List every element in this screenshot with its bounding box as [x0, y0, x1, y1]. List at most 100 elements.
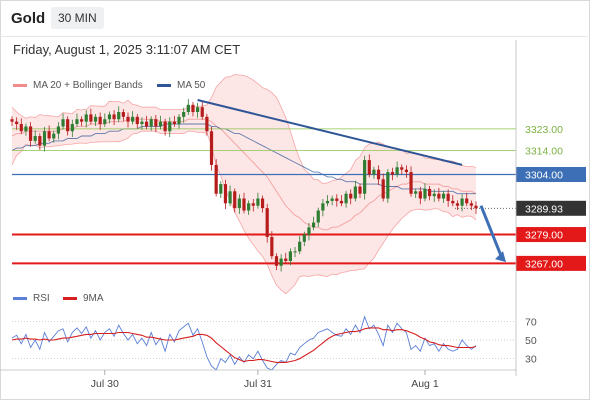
downtrend-line: [197, 99, 463, 166]
candle-body: [223, 184, 228, 204]
candle-body: [98, 116, 102, 125]
candle-body: [423, 188, 427, 199]
candle-body: [131, 116, 135, 122]
rsi-tick-label: 50: [525, 335, 537, 347]
candle-body: [52, 133, 56, 139]
datetime-label: Friday, August 1, 2025 3:11:07 AM CET: [13, 42, 241, 57]
candle-body: [228, 191, 232, 204]
candle-body: [61, 119, 65, 127]
candle-body: [107, 114, 112, 120]
candle-body: [404, 169, 408, 173]
candle-body: [144, 121, 149, 127]
rsi-legend: RSI: [13, 293, 50, 304]
candle-body: [469, 203, 473, 206]
candle-body: [140, 121, 144, 125]
candle-body: [84, 114, 88, 122]
candle-body: [293, 251, 297, 253]
candle-body: [451, 200, 455, 204]
rsi-legend-label: RSI: [33, 293, 50, 304]
bollinger-lower-line: [11, 130, 477, 295]
candle-body: [209, 131, 214, 165]
candle-body: [158, 121, 163, 127]
rsi-tick-label: 70: [525, 316, 537, 328]
candle-body: [182, 112, 186, 117]
candle-body: [247, 203, 251, 211]
candle-body: [455, 203, 460, 206]
candle-body: [265, 208, 269, 237]
candle-body: [200, 107, 204, 117]
price-level-tag: [516, 166, 586, 182]
rsi-ma-legend: 9MA: [63, 293, 104, 304]
candle-body: [242, 198, 246, 211]
candle-body: [335, 198, 339, 201]
price-level-label: 3304.00: [525, 169, 563, 181]
candle-body: [316, 210, 320, 223]
candle-body: [38, 136, 42, 146]
timeframe-button[interactable]: 30 MIN: [51, 7, 104, 29]
candle-body: [103, 119, 107, 125]
candle-body: [191, 104, 195, 113]
ma20-line: [11, 118, 477, 231]
price-level-label: 3267.00: [525, 258, 563, 270]
ma20-swatch: [13, 83, 27, 87]
candle-body: [186, 104, 190, 113]
x-tick-label: Jul 31: [244, 378, 272, 390]
candle-body: [205, 116, 209, 132]
bollinger-band-fill: [12, 74, 476, 294]
candle-body: [15, 121, 19, 125]
candle-body: [298, 241, 302, 252]
candle-body: [149, 119, 153, 127]
rsi-ma-swatch: [63, 296, 77, 300]
candle-body: [339, 200, 344, 204]
candle-body: [330, 198, 334, 201]
candle-body: [33, 136, 37, 141]
candle-body: [270, 236, 274, 257]
candle-body: [117, 112, 121, 120]
candle-body: [256, 198, 260, 206]
chart-header: Gold 30 MIN: [0, 0, 588, 37]
candle-body: [24, 126, 28, 132]
price-level-tag: [516, 227, 586, 243]
candle-body: [135, 116, 139, 125]
candle-body: [93, 116, 98, 122]
candle-body: [279, 258, 283, 266]
candle-body: [432, 193, 436, 197]
rsi-tick-label: 30: [525, 354, 537, 366]
candle-body: [126, 116, 130, 122]
candle-body: [214, 164, 218, 194]
candle-body: [446, 193, 450, 201]
price-level-label: 3323.00: [525, 124, 563, 136]
price-legend-ma20: MA 20 + Bollinger Bands: [13, 80, 143, 91]
candle-body: [349, 193, 353, 199]
candle-body: [19, 124, 23, 132]
candle-body: [237, 198, 241, 209]
candle-body: [390, 172, 395, 175]
candle-body: [381, 179, 385, 199]
candle-body: [409, 172, 413, 194]
price-level-label: 3279.00: [525, 230, 563, 242]
candle-body: [168, 121, 172, 132]
candle-body: [367, 160, 371, 175]
candle-body: [307, 227, 311, 235]
price-level-tag: [516, 255, 586, 271]
candle-body: [70, 124, 74, 132]
ma50-swatch: [157, 83, 171, 87]
candle-body: [80, 119, 84, 122]
candle-body: [47, 131, 51, 139]
candle-body: [219, 184, 223, 194]
candle-body: [376, 169, 381, 180]
candle-body: [428, 188, 432, 197]
candle-body: [288, 251, 292, 261]
rsi-ma-legend-label: 9MA: [83, 293, 104, 304]
candle-body: [358, 186, 362, 194]
projection-arrow-shaft: [479, 205, 504, 259]
symbol-title: Gold: [11, 10, 46, 27]
candle-body: [163, 121, 167, 132]
candle-body: [344, 193, 348, 204]
candle-body: [172, 121, 176, 125]
price-legend-ma50: MA 50: [157, 80, 205, 91]
candle-body: [441, 193, 446, 199]
candle-body: [465, 198, 469, 204]
candle-body: [10, 119, 14, 122]
